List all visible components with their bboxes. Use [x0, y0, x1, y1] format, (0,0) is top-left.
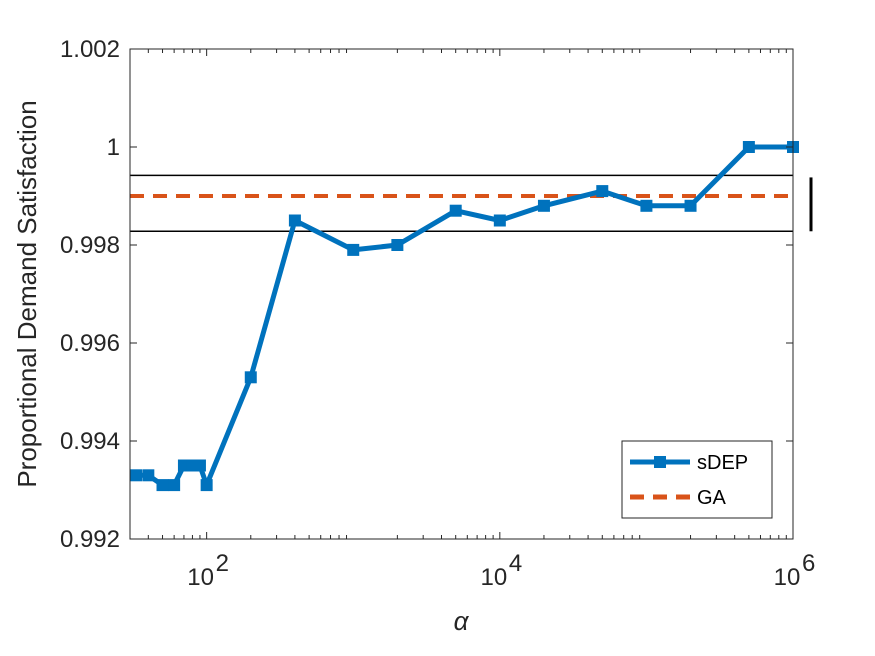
y-tick-label: 0.994: [60, 428, 120, 455]
sdep-point: [684, 199, 697, 212]
series-layer: [130, 141, 799, 492]
x-tick-exponent: 2: [216, 550, 229, 577]
sdep-point: [130, 469, 142, 482]
sdep-point: [168, 479, 181, 492]
y-tick-label: 0.996: [60, 330, 120, 357]
sdep-point: [156, 479, 169, 492]
sdep-point: [742, 141, 755, 153]
legend-box: [621, 440, 773, 519]
x-tick-label: 10: [774, 564, 801, 591]
sdep-point: [596, 185, 609, 198]
x-tick-exponent: 6: [802, 550, 815, 577]
sdep-point: [200, 479, 213, 492]
sdep-point: [391, 239, 404, 251]
sdep-point: [347, 243, 360, 256]
sdep-point: [288, 214, 301, 227]
y-tick-label: 1: [107, 134, 120, 161]
y-tick-label: 0.998: [60, 232, 120, 259]
y-tick-label: 1.002: [60, 36, 120, 63]
y-tick-label: 0.992: [60, 526, 120, 553]
legend-sdep-marker: [654, 456, 666, 468]
legend-sdep-label: sDEP: [697, 452, 748, 474]
plot-frame: [129, 48, 794, 540]
sdep-point: [449, 204, 462, 217]
sdep-point: [537, 199, 550, 212]
ga-band: [130, 174, 793, 233]
y-axis-label: Proportional Demand Satisfaction: [12, 100, 42, 487]
sdep-point: [493, 214, 506, 227]
axes: [129, 48, 794, 540]
sdep-point: [244, 371, 257, 384]
x-tick-label: 10: [187, 564, 214, 591]
legend-ga-label: GA: [697, 487, 727, 509]
x-axis-label: α: [454, 606, 470, 636]
sdep-point: [640, 199, 653, 212]
sdep-point: [193, 459, 206, 472]
legend: sDEP GA: [621, 440, 773, 519]
x-tick-label: 10: [480, 564, 507, 591]
sdep-point: [142, 469, 155, 482]
x-tick-exponent: 4: [509, 550, 522, 577]
